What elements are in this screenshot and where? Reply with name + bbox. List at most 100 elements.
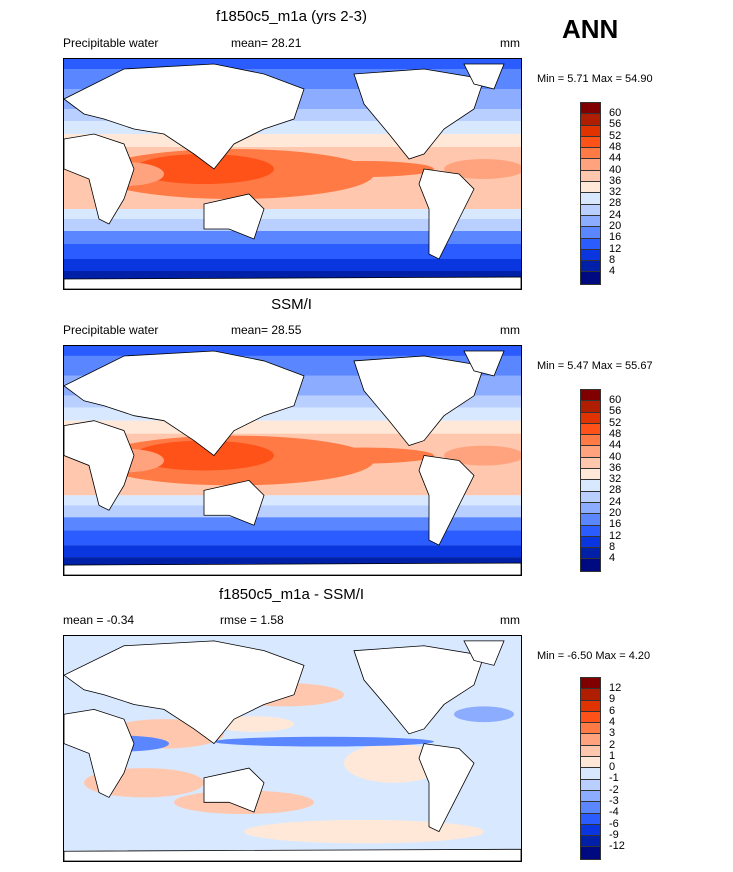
- colorbar-tick-label: 48: [609, 427, 622, 440]
- colorbar-box: [581, 813, 600, 825]
- panel-left-label: Precipitable water: [63, 36, 159, 50]
- colorbar-box: [581, 103, 600, 115]
- colorbar-tick-label: 32: [609, 473, 622, 486]
- colorbar-box: [581, 689, 600, 701]
- colorbar-box: [581, 249, 600, 262]
- landmass: [64, 420, 135, 511]
- landmass: [64, 640, 305, 745]
- colorbar-tick-label: -12: [609, 840, 625, 853]
- colorbar-box: [581, 435, 600, 447]
- landmass: [64, 63, 305, 170]
- landmass: [463, 640, 505, 666]
- colorbar-box: [581, 136, 600, 149]
- colorbar-tick-label: 1: [609, 749, 616, 762]
- panel-title: f1850c5_m1a (yrs 2-3): [216, 8, 367, 25]
- colorbar-box: [581, 170, 600, 183]
- colorbar-tick-label: 60: [609, 107, 622, 119]
- colorbar-box: [581, 491, 600, 503]
- colorbar-box: [581, 757, 600, 769]
- colorbar-box: [581, 423, 600, 436]
- colorbar-tick-label: 36: [609, 461, 622, 474]
- landmass: [64, 276, 521, 289]
- colorbar-box: [581, 159, 600, 171]
- colorbar-tick-label: 8: [609, 253, 616, 266]
- precip-band: [64, 530, 521, 546]
- colorbar-tick-label: 60: [609, 394, 622, 406]
- precip-band: [64, 517, 521, 531]
- colorbar-tick-label: 24: [609, 495, 622, 508]
- colorbar-tick-label: -1: [609, 772, 619, 785]
- colorbar-tick-label: 40: [609, 163, 622, 176]
- colorbar-box: [581, 779, 600, 791]
- colorbar-tick-label: 28: [609, 484, 622, 497]
- colorbar-box: [581, 559, 600, 571]
- units-label: mm: [500, 323, 520, 337]
- colorbar-box: [581, 847, 600, 859]
- colorbar-tick-label: 48: [609, 140, 622, 153]
- colorbar-box: [581, 446, 600, 458]
- colorbar-tick-label: 16: [609, 518, 622, 531]
- anomaly-patch: [244, 819, 484, 844]
- colorbar-box: [581, 700, 600, 712]
- precip-band: [64, 219, 521, 231]
- colorbar-tick-label: 44: [609, 439, 622, 452]
- colorbar-tick-label: 44: [609, 152, 622, 165]
- colorbar-tick-label: 12: [609, 242, 622, 255]
- colorbar-box: [581, 390, 600, 402]
- colorbar-tick-label: -2: [609, 783, 619, 796]
- colorbar-box: [581, 711, 600, 724]
- landmass: [353, 645, 485, 735]
- landmass: [64, 708, 135, 798]
- colorbar-tick-label: 4: [609, 265, 616, 278]
- colorbar-box: [581, 412, 600, 424]
- colorbar-box: [581, 502, 600, 515]
- map-panel: [63, 635, 522, 862]
- colorbar-tick-label: -3: [609, 795, 619, 807]
- landmass: [353, 355, 485, 447]
- precip-band: [64, 545, 521, 558]
- precip-band: [64, 505, 521, 518]
- colorbar-tick-label: 20: [609, 220, 622, 232]
- colorbar-tick-label: 6: [609, 704, 616, 717]
- colorbar-tick-label: 9: [609, 693, 616, 706]
- colorbar-tick-label: 20: [609, 507, 622, 519]
- precip-band: [64, 244, 521, 259]
- colorbar-box: [581, 836, 600, 848]
- panel-title: SSM/I: [271, 296, 312, 313]
- landmass: [463, 350, 505, 377]
- landmass: [64, 133, 135, 225]
- precip-band: [64, 209, 521, 219]
- colorbar-box: [581, 457, 600, 470]
- colorbar-box: [581, 745, 600, 758]
- colorbar-box: [581, 215, 600, 228]
- panel-stat: rmse = 1.58: [220, 613, 284, 627]
- anomaly-patch: [214, 716, 294, 732]
- colorbar-box: [581, 480, 600, 492]
- min-max-label: Min = 5.71 Max = 54.90: [537, 73, 653, 85]
- units-label: mm: [500, 36, 520, 50]
- landmass: [418, 168, 475, 260]
- anomaly-patch: [214, 736, 434, 747]
- colorbar-box: [581, 227, 600, 239]
- anomaly-patch: [454, 706, 514, 723]
- colorbar-tick-label: -4: [609, 806, 619, 819]
- landmass: [203, 193, 265, 240]
- colorbar-tick-label: 32: [609, 186, 622, 199]
- precip-band: [64, 420, 521, 434]
- landmass: [64, 562, 521, 575]
- colorbar-box: [581, 204, 600, 216]
- season-label: ANN: [562, 14, 619, 44]
- colorbar-box: [581, 272, 600, 284]
- colorbar-box: [581, 790, 600, 803]
- colorbar: [580, 677, 601, 860]
- colorbar: [580, 102, 601, 285]
- colorbar-tick-label: 24: [609, 208, 622, 221]
- landmass: [353, 68, 485, 160]
- panel-stat: mean= 28.21: [231, 36, 302, 50]
- colorbar-tick-label: -6: [609, 817, 619, 830]
- colorbar-box: [581, 802, 600, 814]
- units-label: mm: [500, 613, 520, 627]
- colorbar-tick-label: 12: [609, 682, 622, 694]
- panel-title: f1850c5_m1a - SSM/I: [218, 586, 365, 603]
- landmass: [203, 479, 265, 526]
